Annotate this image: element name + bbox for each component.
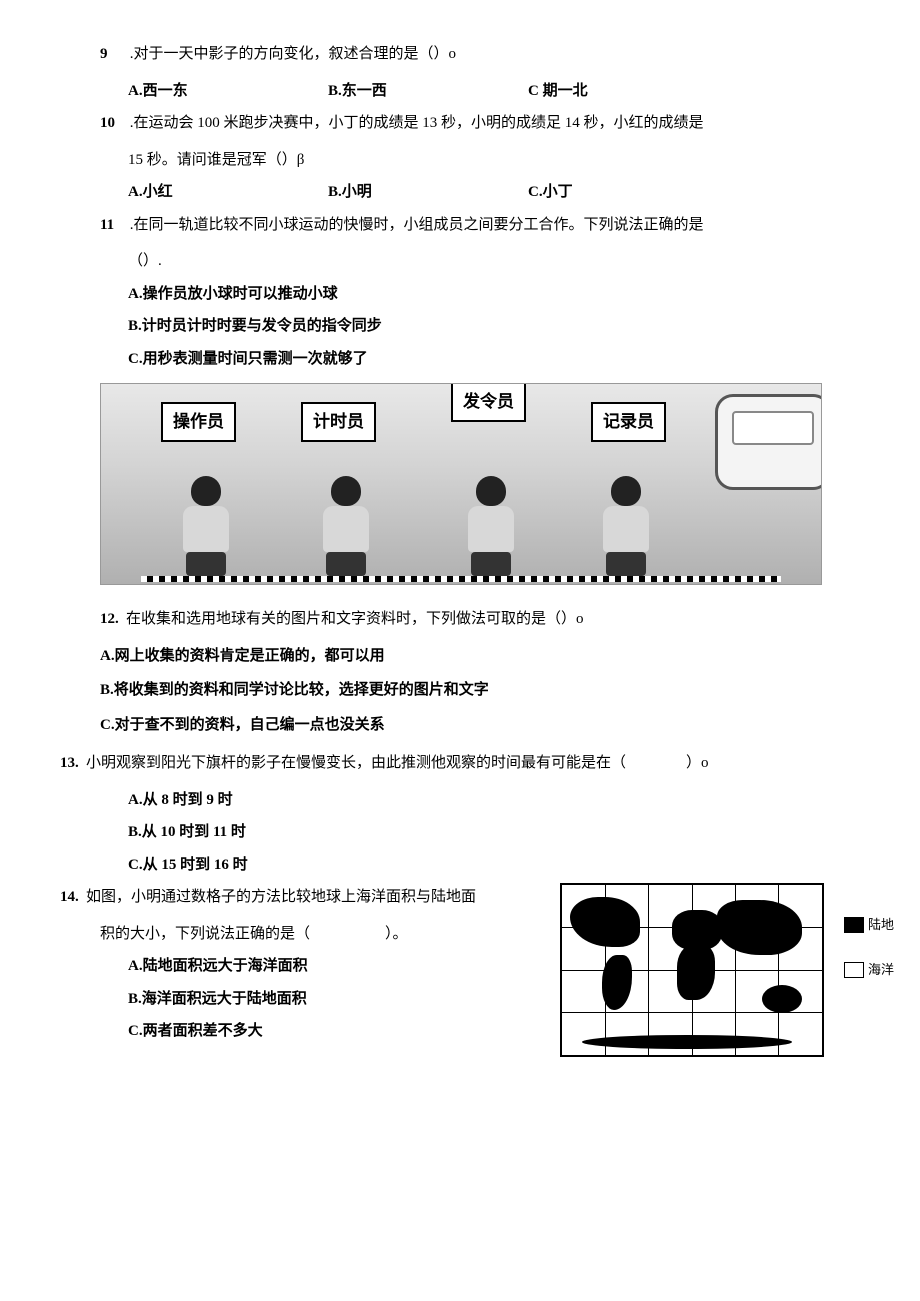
q10-opt-c: C.小丁 xyxy=(528,178,728,207)
q12-opt-a: A.网上收集的资料肯定是正确的，都可以用 xyxy=(60,642,860,671)
q13-opt-b: B.从 10 时到 11 时 xyxy=(60,818,860,847)
q12-opt-b: B.将收集到的资料和同学讨论比较，选择更好的图片和文字 xyxy=(60,676,860,705)
q9-text: .对于一天中影子的方向变化，叙述合理的是（）o xyxy=(130,46,456,62)
person-timer-icon xyxy=(311,476,381,576)
person-operator-icon xyxy=(171,476,241,576)
q13-opt-a: A.从 8 时到 9 时 xyxy=(60,786,860,815)
map-legend: 陆地 海洋 xyxy=(844,913,894,1002)
q9-opt-a: A.西一东 xyxy=(128,77,328,106)
q11-text2: （）. xyxy=(60,247,860,276)
q9-number: 9 xyxy=(100,40,126,69)
q11-opt-b: B.计时员计时时要与发令员的指令同步 xyxy=(60,312,860,341)
q10-options: A.小红 B.小明 C.小丁 xyxy=(60,178,860,207)
legend-sea-label: 海洋 xyxy=(868,958,894,983)
q13-number: 13. xyxy=(60,749,86,778)
legend-land: 陆地 xyxy=(844,913,894,938)
q10-number: 10 xyxy=(100,109,126,138)
person-recorder-icon xyxy=(591,476,661,576)
track-icon xyxy=(141,576,781,582)
q11-opt-c: C.用秒表测量时间只需测一次就够了 xyxy=(60,345,860,374)
q12-number: 12. xyxy=(100,605,126,634)
legend-sea-swatch-icon xyxy=(844,962,864,978)
q9-opt-c: C 期一北 xyxy=(528,77,728,106)
role-operator-label: 操作员 xyxy=(161,402,236,442)
legend-land-swatch-icon xyxy=(844,917,864,933)
q13-text: 小明观察到阳光下旗杆的影子在慢慢变长，由此推测他观察的时间最有可能是在（ ）o xyxy=(86,755,709,771)
q14-opt-a: A.陆地面积远大于海洋面积 xyxy=(60,952,540,981)
q14-opt-c: C.两者面积差不多大 xyxy=(60,1017,540,1046)
question-13: 13.小明观察到阳光下旗杆的影子在慢慢变长，由此推测他观察的时间最有可能是在（ … xyxy=(60,749,860,778)
question-11: 11 .在同一轨道比较不同小球运动的快慢时，小组成员之间要分工合作。下列说法正确… xyxy=(60,211,860,240)
q10-text2: 15 秒。请问谁是冠军（）β xyxy=(60,146,860,175)
q11-opt-a: A.操作员放小球时可以推动小球 xyxy=(60,280,860,309)
q12-opt-c: C.对于查不到的资料，自己编一点也没关系 xyxy=(60,711,860,740)
q10-text: .在运动会 100 米跑步决赛中，小丁的成绩是 13 秒，小明的成绩足 14 秒… xyxy=(130,115,704,131)
question-14: 14.如图，小明通过数格子的方法比较地球上海洋面积与陆地面 积的大小，下列说法正… xyxy=(60,883,860,1057)
q14-figure: 陆地 海洋 xyxy=(560,883,860,1057)
q11-number: 11 xyxy=(100,211,126,240)
legend-land-label: 陆地 xyxy=(868,913,894,938)
world-map-grid xyxy=(560,883,824,1057)
q14-number: 14. xyxy=(60,883,86,912)
question-9: 9 .对于一天中影子的方向变化，叙述合理的是（）o xyxy=(60,40,860,69)
q12-text: 在收集和选用地球有关的图片和文字资料时，下列做法可取的是（）o xyxy=(126,611,584,627)
legend-sea: 海洋 xyxy=(844,958,894,983)
question-10: 10 .在运动会 100 米跑步决赛中，小丁的成绩是 13 秒，小明的成绩足 1… xyxy=(60,109,860,138)
question-12: 12.在收集和选用地球有关的图片和文字资料时，下列做法可取的是（）o xyxy=(60,605,860,634)
q13-opt-c: C.从 15 时到 16 时 xyxy=(60,851,860,880)
stopwatch-icon xyxy=(715,394,822,490)
role-recorder-label: 记录员 xyxy=(591,402,666,442)
role-timer-label: 计时员 xyxy=(301,402,376,442)
role-commander-label: 发令员 xyxy=(451,383,526,422)
q14-text2: 积的大小，下列说法正确的是（ ）。 xyxy=(60,920,540,949)
person-commander-icon xyxy=(456,476,526,576)
q10-opt-b: B.小明 xyxy=(328,178,528,207)
q11-figure: 操作员 计时员 发令员 记录员 xyxy=(100,383,820,585)
q10-opt-a: A.小红 xyxy=(128,178,328,207)
q9-options: A.西一东 B.东一西 C 期一北 xyxy=(60,77,860,106)
q11-text: .在同一轨道比较不同小球运动的快慢时，小组成员之间要分工合作。下列说法正确的是 xyxy=(130,217,704,233)
q14-text: 如图，小明通过数格子的方法比较地球上海洋面积与陆地面 xyxy=(86,889,476,905)
q9-opt-b: B.东一西 xyxy=(328,77,528,106)
q14-opt-b: B.海洋面积远大于陆地面积 xyxy=(60,985,540,1014)
